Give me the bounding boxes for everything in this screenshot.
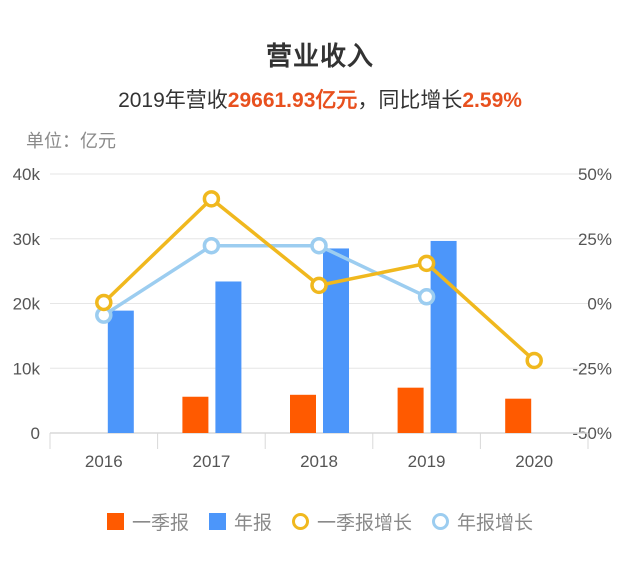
legend-item-q1-growth[interactable]: 一季报增长 xyxy=(292,508,412,535)
data-point-marker xyxy=(202,190,221,208)
subtitle-revenue-value: 29661.93亿元 xyxy=(227,89,358,112)
bar xyxy=(505,398,532,433)
y-tick-label: 30k xyxy=(13,230,41,249)
data-point-marker xyxy=(417,288,436,306)
data-point-marker xyxy=(525,351,543,370)
bar-series xyxy=(107,240,532,433)
subtitle-mid: ，同比增长 xyxy=(357,89,463,112)
growth-line xyxy=(102,243,428,317)
data-point-marker xyxy=(417,254,436,273)
y-tick-label: 20k xyxy=(13,295,41,314)
square-swatch-icon xyxy=(208,513,226,530)
x-tick-label: 2020 xyxy=(515,452,553,471)
y-tick-label: 40k xyxy=(13,165,41,184)
y-tick-label: 0 xyxy=(31,424,40,443)
circle-swatch-icon xyxy=(432,513,450,530)
bar xyxy=(397,387,424,433)
subtitle-prefix: 2019年营收 xyxy=(118,89,228,112)
x-tick-label: 2019 xyxy=(408,452,446,471)
x-axis: 2016 2017 2018 2019 2020 xyxy=(49,432,589,471)
y-axis-right: -50% -25% 0% 25% 50% xyxy=(572,165,612,443)
y2-tick-label: -25% xyxy=(572,359,612,378)
y-axis-left: 0 10k 20k 30k 40k xyxy=(13,165,41,443)
legend-item-annual-growth[interactable]: 年报增长 xyxy=(432,508,533,535)
y2-tick-label: -50% xyxy=(572,424,612,443)
x-tick-label: 2017 xyxy=(192,452,230,471)
data-point-marker xyxy=(95,293,113,312)
subtitle-growth-value: 2.59% xyxy=(462,89,522,112)
data-point-marker xyxy=(310,276,328,295)
bar xyxy=(290,394,316,433)
legend-item-annual[interactable]: 年报 xyxy=(208,508,272,535)
chart-subtitle: 2019年营收29661.93亿元，同比增长2.59% xyxy=(0,84,640,114)
x-tick-label: 2018 xyxy=(300,452,338,471)
legend-item-q1[interactable]: 一季报 xyxy=(106,508,189,535)
bar xyxy=(215,281,242,433)
line-series xyxy=(95,190,543,370)
data-point-marker xyxy=(202,236,221,255)
data-point-marker xyxy=(310,236,328,255)
chart-title: 营业收入 xyxy=(265,41,374,71)
y2-tick-label: 50% xyxy=(578,165,612,184)
bar xyxy=(107,310,134,433)
legend-label: 年报 xyxy=(233,513,272,534)
legend-label: 年报增长 xyxy=(457,513,534,534)
circle-swatch-icon xyxy=(292,513,309,530)
legend-label: 一季报增长 xyxy=(317,513,413,534)
unit-label: 单位：亿元 xyxy=(26,131,116,151)
y-tick-label: 10k xyxy=(13,359,41,378)
bar xyxy=(323,248,349,433)
y2-tick-label: 25% xyxy=(578,230,612,249)
bar xyxy=(182,396,209,433)
y2-tick-label: 0% xyxy=(587,295,612,314)
legend-label: 一季报 xyxy=(131,513,189,534)
legend: 一季报 年报 一季报增长 年报增长 xyxy=(0,508,640,535)
square-swatch-icon xyxy=(106,513,124,530)
x-tick-label: 2016 xyxy=(85,452,123,471)
